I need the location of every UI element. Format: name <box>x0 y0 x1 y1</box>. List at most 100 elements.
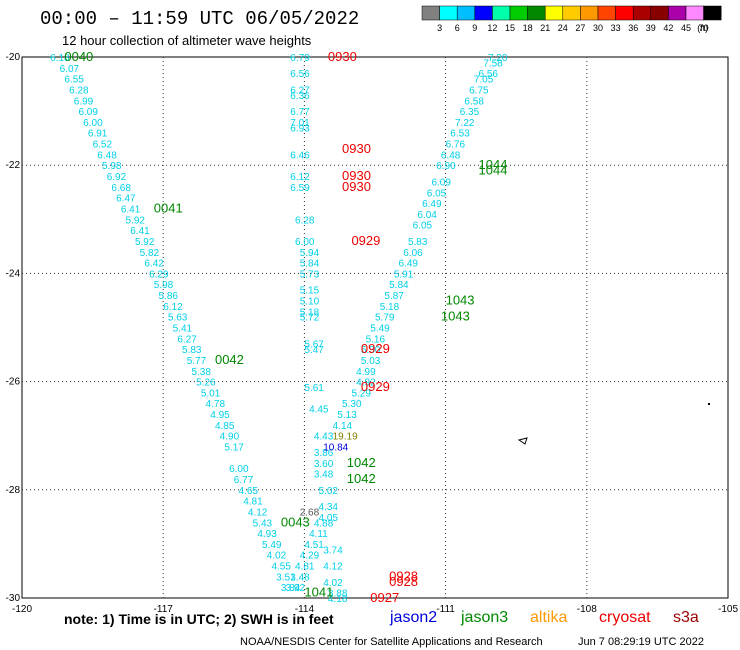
x-tick-label: -120 <box>12 604 32 615</box>
wave-height-label: 6.41 <box>121 204 141 215</box>
wave-height-label: 6.49 <box>399 259 419 270</box>
wave-height-label: 5.10 <box>300 296 320 307</box>
wave-height-label: 7.05 <box>474 75 494 86</box>
mission-s3a: s3a <box>673 609 699 626</box>
credit-text: NOAA/NESDIS Center for Satellite Applica… <box>240 636 543 648</box>
wave-height-label: 5.38 <box>191 367 211 378</box>
wave-height-label: 5.18 <box>380 302 400 313</box>
colorbar-tick-label: 3 <box>437 23 442 33</box>
mission-jason2: jason2 <box>390 609 438 626</box>
wave-height-label: 5.16 <box>366 334 386 345</box>
time-label: 0929 <box>351 233 380 248</box>
wave-height-label: 4.95 <box>210 410 230 421</box>
wave-height-label: 6.48 <box>97 150 117 161</box>
wave-height-label: 4.81 <box>295 562 315 573</box>
wave-height-label: 5.72 <box>300 313 320 324</box>
wave-height-label: 5.77 <box>187 356 207 367</box>
wave-height-label: 6.58 <box>464 96 484 107</box>
colorbar-swatch <box>703 5 722 21</box>
x-tick-label: -105 <box>718 604 738 615</box>
time-label: 0041 <box>154 200 183 215</box>
wave-height-label: 6.99 <box>74 96 94 107</box>
wave-height-label: 5.30 <box>361 345 381 356</box>
wave-height-label: 4.90 <box>220 432 240 443</box>
wave-height-label: 7.01 <box>290 118 310 129</box>
colorbar-swatch <box>544 5 564 21</box>
wave-height-label: 5.41 <box>173 324 193 335</box>
mission-cryosat: cryosat <box>599 609 651 626</box>
wave-height-label: 6.75 <box>469 85 489 96</box>
wave-height-label: 4.11 <box>309 529 328 540</box>
colorbar-swatch <box>597 5 616 21</box>
wave-height-label: 6.92 <box>107 172 127 183</box>
colorbar-swatch <box>439 5 458 21</box>
wave-height-label: 3.86 <box>314 448 334 459</box>
wave-height-label: 3.88 <box>328 589 348 600</box>
wave-height-label: 10.84 <box>323 443 348 454</box>
time-label: 1044 <box>479 157 508 172</box>
wave-height-label: 5.73 <box>300 269 320 280</box>
colorbar-swatch <box>615 5 634 21</box>
colorbar-swatch <box>474 5 493 21</box>
wave-height-label: 3.74 <box>323 545 343 556</box>
wave-height-label: 5.49 <box>370 324 390 335</box>
y-tick-label: -20 <box>6 52 21 63</box>
time-label: 0930 <box>342 168 371 183</box>
wave-height-label: 6.35 <box>460 107 480 118</box>
wave-height-label: 4.18 <box>328 594 348 605</box>
wave-height-label: 6.05 <box>427 188 447 199</box>
wave-height-label: 4.93 <box>257 529 277 540</box>
wave-height-label: 5.18 <box>300 307 320 318</box>
wave-height-label: 5.83 <box>182 345 202 356</box>
wave-height-label: 6.18 <box>50 53 70 64</box>
wave-height-label: 6.09 <box>78 107 98 118</box>
colorbar-swatch <box>492 5 511 21</box>
wave-height-label: 4.92 <box>356 378 376 389</box>
wave-height-label: 6.47 <box>116 194 136 205</box>
colorbar-swatch <box>685 5 704 21</box>
wave-height-label: 6.77 <box>234 475 254 486</box>
colorbar-tick-label: 33 <box>611 23 621 33</box>
time-label: 0042 <box>215 352 244 367</box>
wave-height-label: 6.00 <box>229 464 249 475</box>
wave-height-label: 4.45 <box>309 405 329 416</box>
wave-height-label: 6.00 <box>295 237 315 248</box>
wave-height-label: 5.82 <box>140 248 160 259</box>
wave-height-label: 3.60 <box>314 459 334 470</box>
wave-height-label: 6.07 <box>60 64 80 75</box>
wave-height-label: 6.27 <box>177 334 197 345</box>
colorbar-tick-label: 12 <box>487 23 497 33</box>
wave-height-label: 4.02 <box>267 551 287 562</box>
wave-height-label: 5.49 <box>262 540 282 551</box>
wave-height-label: 4.12 <box>323 562 343 573</box>
colorbar-tick-label: 42 <box>663 23 673 33</box>
colorbar-tick-label: 39 <box>646 23 656 33</box>
time-label: 0043 <box>281 514 310 529</box>
y-tick-label: -30 <box>6 593 21 604</box>
wave-height-label: 5.15 <box>300 286 320 297</box>
wave-height-label: 6.41 <box>130 226 150 237</box>
colorbar-tick-label: 70 <box>699 23 709 33</box>
wave-height-label: 3.48 <box>290 572 310 583</box>
mission-altika: altika <box>530 609 568 626</box>
colorbar-swatch <box>509 5 528 21</box>
colorbar-swatch <box>421 5 440 21</box>
time-label: 0040 <box>64 49 93 64</box>
wave-height-label: 4.55 <box>271 562 291 573</box>
colorbar-tick-label: 15 <box>505 23 515 33</box>
wave-height-label: 4.05 <box>319 513 339 524</box>
time-label: 1043 <box>441 309 470 324</box>
wave-height-label: 6.53 <box>450 129 470 140</box>
plot-frame <box>21 56 729 599</box>
wave-height-label: 6.05 <box>413 221 433 232</box>
wave-height-label: 4.34 <box>319 502 339 513</box>
wave-height-label: 5.86 <box>158 291 178 302</box>
time-label: 1042 <box>347 455 376 470</box>
wave-height-label: 7.22 <box>455 118 475 129</box>
wave-height-label: 4.78 <box>206 399 226 410</box>
wave-height-label: 3.51 <box>276 572 296 583</box>
wave-height-label: 6.76 <box>446 140 466 151</box>
colorbar-swatch <box>668 5 687 21</box>
wave-height-label: 4.12 <box>248 507 268 518</box>
